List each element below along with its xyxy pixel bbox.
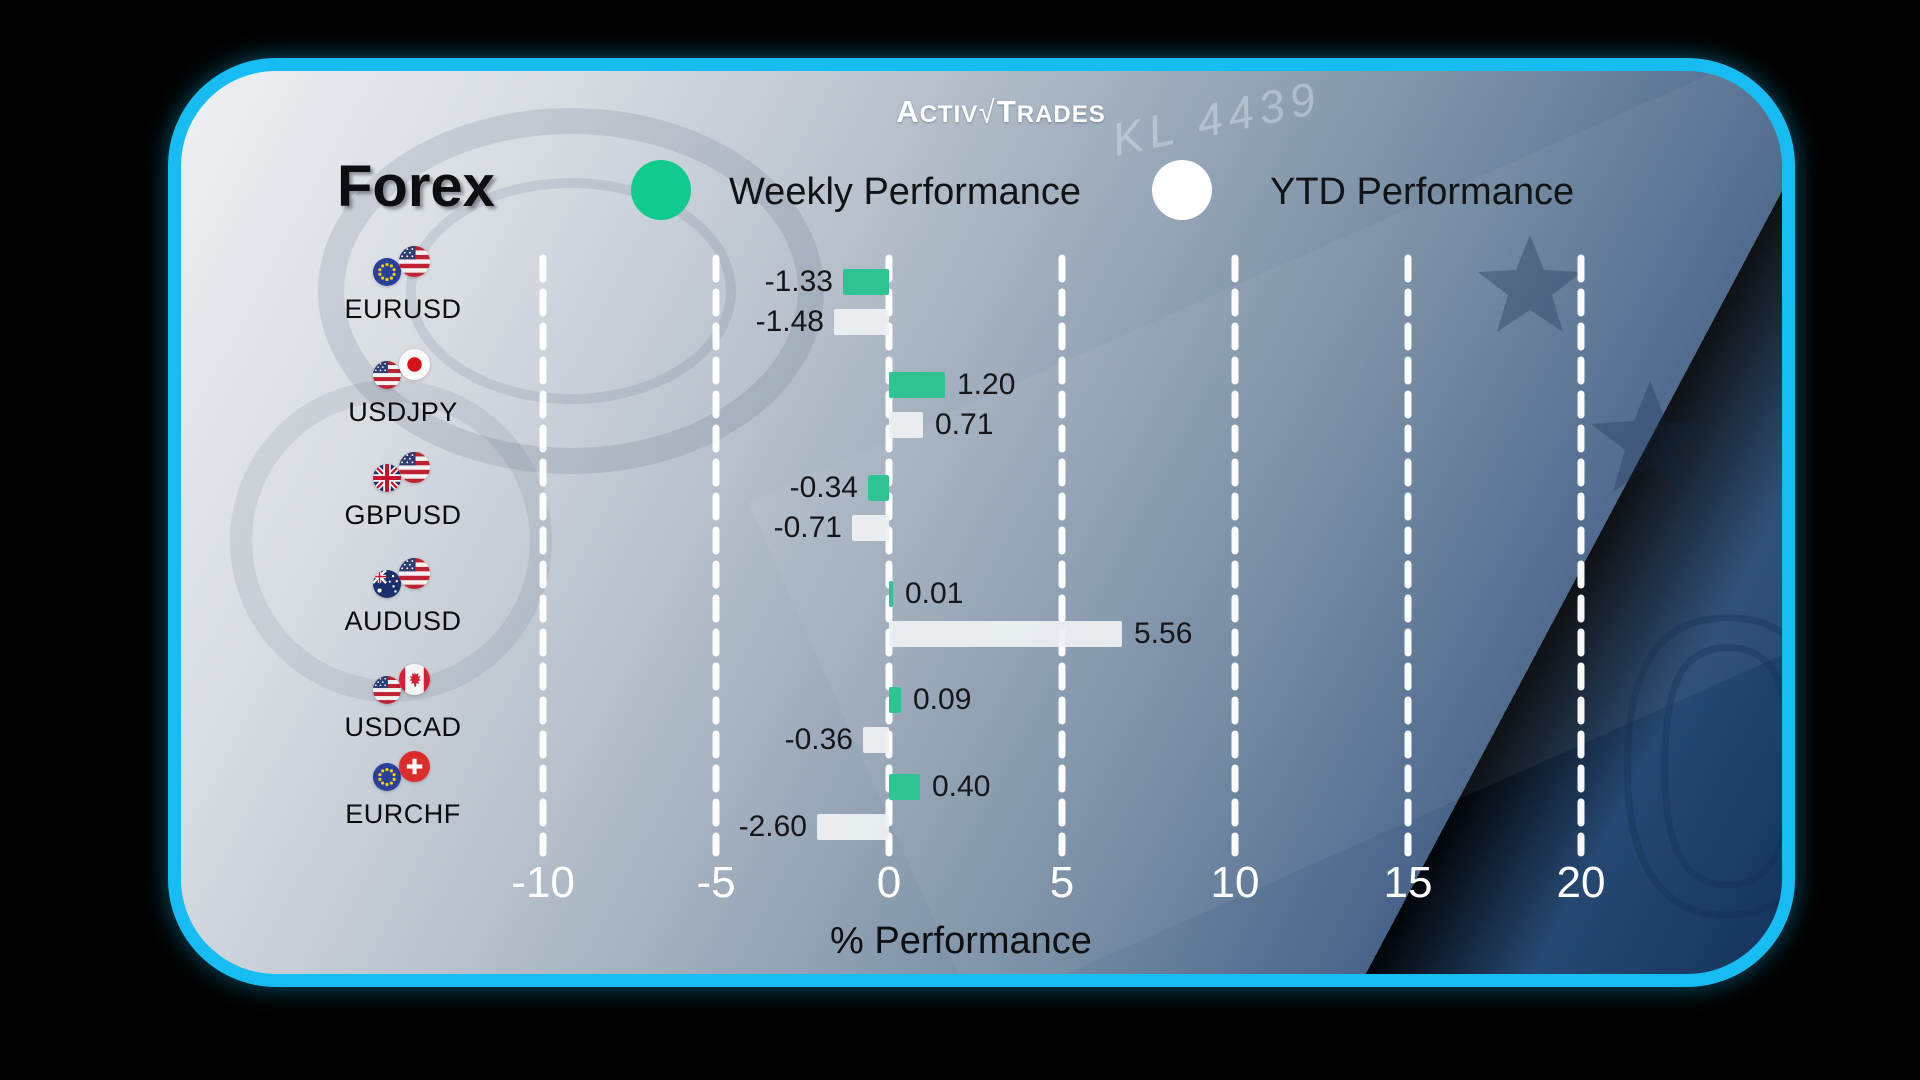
flag-pair bbox=[367, 664, 433, 712]
ytd-value: -1.48 bbox=[755, 305, 824, 338]
logo-text: T bbox=[996, 94, 1017, 129]
x-axis-tick: 5 bbox=[1049, 858, 1075, 907]
ytd-bar bbox=[817, 814, 889, 840]
weekly-value: -0.34 bbox=[789, 471, 858, 504]
ytd-value: -2.60 bbox=[738, 810, 807, 843]
pair-label: AUDUSD bbox=[344, 606, 462, 636]
uk-flag-icon bbox=[373, 464, 401, 492]
flag-pair bbox=[367, 246, 433, 294]
ca-flag-icon bbox=[399, 664, 430, 695]
logo-text: A bbox=[896, 94, 920, 129]
ytd-value: -0.71 bbox=[773, 511, 842, 544]
weekly-bar bbox=[868, 475, 889, 501]
weekly-legend-dot-icon bbox=[631, 160, 691, 220]
x-axis-tick: 15 bbox=[1383, 858, 1433, 907]
eu-flag-icon bbox=[373, 258, 401, 286]
eu-flag-icon bbox=[373, 763, 401, 791]
ytd-bar bbox=[889, 621, 1122, 647]
ytd-bar bbox=[834, 309, 889, 335]
pair-label: GBPUSD bbox=[344, 500, 462, 530]
x-axis-tick: 20 bbox=[1556, 858, 1606, 907]
logo-check-slash-icon: √ bbox=[979, 94, 996, 130]
jp-flag-icon bbox=[399, 349, 430, 380]
x-axis-tick: 10 bbox=[1210, 858, 1260, 907]
us-flag-icon bbox=[399, 246, 430, 277]
au-flag-icon bbox=[373, 570, 401, 598]
flag-pair bbox=[367, 349, 433, 397]
x-axis-tick: 0 bbox=[876, 858, 902, 907]
chart-panel: KL 4439 0 ACTIV√TRADES Forex Weekly Perf… bbox=[168, 58, 1795, 987]
flag-pair bbox=[367, 558, 433, 606]
us-flag-icon bbox=[373, 361, 401, 389]
weekly-bar bbox=[889, 372, 945, 398]
ytd-legend-label: YTD Performance bbox=[1270, 171, 1575, 213]
logo-text: CTIV bbox=[919, 101, 979, 128]
weekly-value: -1.33 bbox=[764, 265, 833, 298]
logo-text: RADES bbox=[1016, 101, 1106, 128]
x-axis-tick: -10 bbox=[511, 858, 575, 907]
euro-star-watermark bbox=[1591, 381, 1709, 492]
ytd-legend-dot-icon bbox=[1152, 160, 1212, 220]
pair-label: EURCHF bbox=[345, 799, 461, 829]
weekly-bar bbox=[889, 774, 920, 800]
us-flag-icon bbox=[399, 558, 430, 589]
weekly-bar bbox=[889, 581, 893, 607]
weekly-value: 0.01 bbox=[905, 577, 964, 610]
weekly-bar bbox=[889, 687, 901, 713]
us-flag-icon bbox=[399, 452, 430, 483]
ch-flag-icon bbox=[399, 751, 430, 782]
pair-label: EURUSD bbox=[344, 294, 462, 324]
ytd-value: 5.56 bbox=[1134, 617, 1193, 650]
weekly-value: 1.20 bbox=[957, 368, 1016, 401]
pair-label: USDCAD bbox=[344, 712, 462, 742]
ytd-bar bbox=[852, 515, 889, 541]
weekly-value: 0.09 bbox=[913, 683, 972, 716]
pair-label: USDJPY bbox=[348, 397, 458, 427]
weekly-bar bbox=[843, 269, 889, 295]
ytd-value: -0.36 bbox=[784, 723, 853, 756]
page-title: Forex bbox=[337, 154, 495, 219]
x-axis-label: % Performance bbox=[830, 920, 1092, 962]
flag-pair bbox=[367, 751, 433, 799]
weekly-legend-label: Weekly Performance bbox=[729, 171, 1081, 213]
activtrades-logo: ACTIV√TRADES bbox=[861, 93, 1141, 130]
flag-pair bbox=[367, 452, 433, 500]
ytd-bar bbox=[889, 412, 923, 438]
weekly-value: 0.40 bbox=[932, 770, 991, 803]
ytd-bar bbox=[863, 727, 889, 753]
euro-star-watermark bbox=[1478, 235, 1582, 332]
ytd-value: 0.71 bbox=[935, 408, 994, 441]
us-flag-icon bbox=[373, 676, 401, 704]
x-axis-tick: -5 bbox=[696, 858, 736, 907]
